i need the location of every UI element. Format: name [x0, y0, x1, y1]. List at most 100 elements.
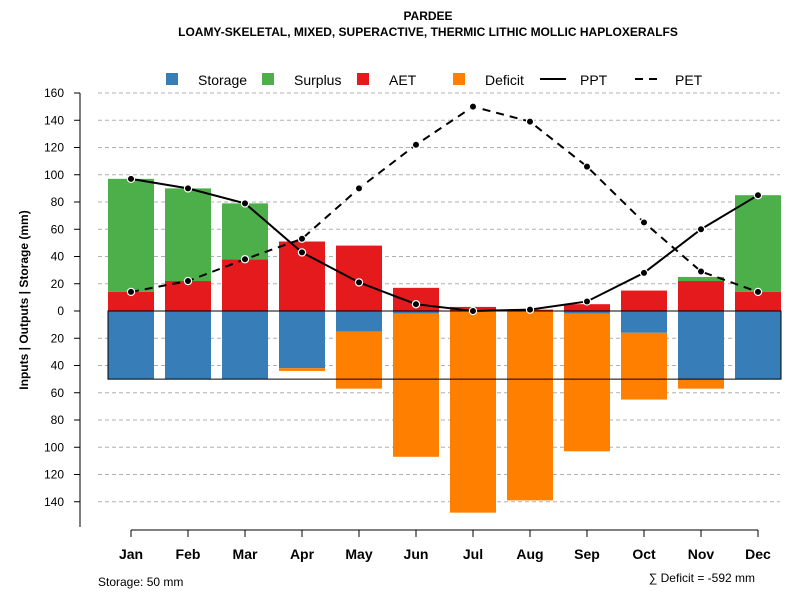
ppt-point [297, 248, 307, 257]
month-label: Jun [404, 546, 429, 562]
month-label: May [345, 546, 372, 562]
legend-swatch [357, 73, 369, 85]
chart-subtitle: LOAMY-SKELETAL, MIXED, SUPERACTIVE, THER… [178, 25, 678, 39]
y-tick-label: 80 [51, 195, 65, 209]
ppt-point [639, 268, 649, 278]
pet-point [525, 117, 535, 126]
storage-bar [165, 311, 211, 380]
y-tick-label: 60 [51, 222, 65, 236]
legend-label: AET [389, 72, 417, 88]
y-tick-label: 120 [44, 141, 64, 155]
aet-bar [564, 304, 610, 311]
series-lines [126, 102, 763, 316]
deficit-bar [279, 368, 325, 371]
y-tick-label: 140 [44, 113, 64, 127]
ppt-line [130, 177, 759, 313]
legend-label: PET [675, 72, 703, 88]
ppt-point [411, 299, 421, 309]
ppt-point [240, 199, 250, 208]
pet-point [126, 287, 136, 297]
pet-point [354, 184, 364, 193]
y-tick-label: 60 [51, 386, 65, 400]
storage-bar [393, 311, 439, 314]
month-label: Dec [745, 546, 771, 562]
x-axis: Jan Feb Mar Apr May Jun Jul Aug Sep Oct Nov Dec [119, 529, 771, 562]
pet-point [582, 162, 592, 171]
legend-label: Storage [198, 72, 247, 88]
y-tick-label: 40 [51, 359, 65, 373]
ppt-point [354, 278, 364, 287]
surplus-bar [678, 276, 724, 282]
ppt-point [753, 190, 763, 200]
ppt-point [582, 297, 592, 306]
ppt-point [525, 305, 535, 314]
aet-bar [165, 281, 211, 311]
month-label: Aug [516, 546, 543, 562]
ppt-point [468, 306, 478, 316]
pet-point [411, 140, 421, 149]
month-label: Feb [176, 546, 201, 562]
storage-bar [108, 311, 154, 380]
deficit-bar [621, 332, 667, 400]
pet-line [130, 105, 759, 293]
y-tick-label: 160 [44, 86, 64, 100]
legend-label: Surplus [294, 72, 341, 88]
y-tick-label: 140 [44, 495, 64, 509]
y-tick-label: 100 [44, 440, 64, 454]
bars [108, 178, 781, 513]
legend-swatch [262, 73, 274, 85]
aet-bar [735, 291, 781, 311]
storage-note: Storage: 50 mm [98, 575, 183, 589]
y-tick-label: 20 [51, 277, 65, 291]
ppt-point [696, 225, 706, 234]
y-axis: 160 140 120 100 80 60 40 20 0 20 40 60 80 100 120 140 [44, 86, 81, 527]
deficit-bar [393, 313, 439, 457]
legend: Storage Surplus AET Deficit PPT PET [166, 72, 703, 88]
y-axis-label: Inputs | Outputs | Storage (mm) [17, 210, 31, 389]
storage-bar [336, 311, 382, 332]
y-tick-label: 120 [44, 468, 64, 482]
aet-bar [108, 291, 154, 311]
y-tick-label: 20 [51, 331, 65, 345]
legend-label: PPT [580, 72, 608, 88]
pet-point [639, 218, 649, 227]
pet-point [297, 234, 307, 243]
chart-title: PARDEE [403, 9, 452, 23]
storage-capacity-box [107, 310, 782, 380]
pet-point [468, 102, 478, 111]
pet-point [753, 287, 763, 297]
month-label: Jul [463, 546, 483, 562]
aet-bar [678, 281, 724, 311]
pet-point [183, 276, 193, 286]
deficit-bar [507, 311, 553, 501]
ppt-point [183, 184, 193, 193]
legend-swatch [166, 73, 178, 85]
month-label: Sep [574, 546, 600, 562]
deficit-note: ∑ Deficit = -592 mm [649, 571, 755, 585]
storage-bar [678, 311, 724, 380]
surplus-bar [165, 188, 211, 282]
storage-frame [107, 310, 782, 380]
y-tick-label: 0 [57, 304, 64, 318]
y-tick-label: 40 [51, 250, 65, 264]
deficit-bar [336, 331, 382, 389]
deficit-bar [450, 311, 496, 513]
deficit-bar [564, 313, 610, 452]
storage-bar [564, 311, 610, 314]
month-label: Jan [119, 546, 143, 562]
y-tick-label: 80 [51, 413, 65, 427]
month-label: Mar [233, 546, 258, 562]
pet-point [240, 255, 250, 264]
storage-bar [621, 311, 667, 333]
pet-point [696, 267, 706, 276]
deficit-bar [678, 379, 724, 389]
legend-label: Deficit [485, 72, 524, 88]
surplus-bar [222, 203, 268, 260]
legend-swatch [453, 73, 465, 85]
surplus-bar [735, 195, 781, 292]
y-tick-label: 100 [44, 168, 64, 182]
storage-bar [735, 311, 781, 380]
aet-bar [621, 290, 667, 311]
aet-bar [222, 259, 268, 311]
